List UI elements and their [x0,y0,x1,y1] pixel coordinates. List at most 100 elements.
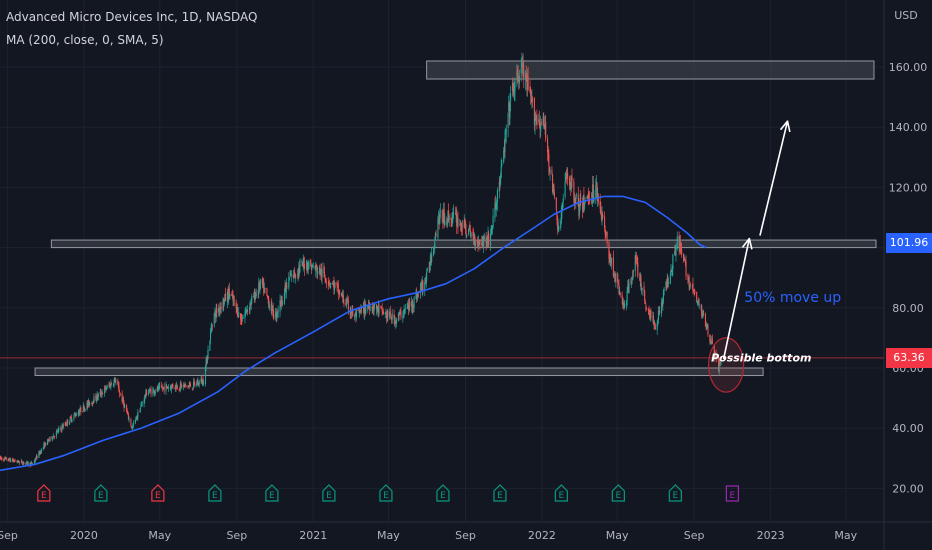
candle-body [325,281,327,283]
candle-body [372,306,374,310]
candle-body [578,205,581,215]
candle-body [466,234,468,237]
earnings-marker-shape [37,484,51,502]
earnings-marker-icon[interactable]: E [37,484,51,502]
candle-body [198,382,200,385]
candle-body [380,306,383,308]
candle-body [251,296,253,301]
candle-body [650,310,652,318]
candle-body [69,416,71,422]
candle-body [84,408,86,410]
candle-body [66,420,68,424]
candle-body [122,398,124,402]
candle-body [193,380,195,383]
candle-body [626,290,628,303]
candle-body [679,241,681,249]
time-tick-label: Sep [0,529,18,542]
candle-body [600,214,602,220]
time-tick-label: May [377,529,400,542]
candle-body [622,297,624,306]
candle-body [96,394,98,400]
candle-body [334,283,336,291]
candle-body [126,405,128,412]
candle-body [468,227,470,229]
candle-body [92,402,94,404]
candle-body [320,268,322,275]
candle-body [238,312,240,317]
candle-body [543,124,545,129]
earnings-marker-icon[interactable]: E [436,484,450,502]
candle-body [573,198,576,204]
candle-body [302,262,304,267]
candle-body [211,326,213,329]
candle-body [482,236,484,246]
candle-body [352,308,354,316]
candle-body [207,349,209,359]
candle-body [25,463,27,465]
candle-body [124,405,126,408]
candle-body [448,210,450,222]
candle-body [176,385,178,389]
candle-body [355,310,358,318]
candle-body [416,292,418,300]
earnings-marker-icon[interactable]: E [379,484,393,502]
earnings-marker-icon[interactable]: E [208,484,222,502]
candle-body [399,311,401,312]
candle-body [5,457,7,461]
candle-body [654,322,656,326]
candle-body [316,267,318,274]
candle-body [671,268,673,272]
earnings-marker-icon[interactable]: E [94,484,108,502]
candle-body [448,215,450,221]
earnings-marker-icon[interactable]: E [493,484,507,502]
candle-body [714,353,717,357]
price-axis[interactable]: USD20.0040.0060.0080.00100.00120.00140.0… [884,0,932,550]
candle-body [249,303,251,311]
candle-body [432,247,435,256]
candle-body [382,311,384,315]
candle-body [421,281,423,292]
candle-body [434,233,436,240]
candle-body [334,282,336,284]
candle-body [241,318,243,322]
candle-body [80,407,82,413]
time-tick-label: May [606,529,629,542]
earnings-marker-icon[interactable]: E [725,485,739,502]
candle-body [456,213,458,227]
candle-body [530,90,532,96]
candle-body [662,300,664,305]
candle-body [180,382,182,385]
candle-body [424,279,426,283]
candle-body [226,291,228,302]
candle-body [481,236,483,245]
time-tick-label: 2021 [299,529,327,542]
candle-body [571,176,573,182]
candle-body [57,430,59,433]
earnings-marker-icon[interactable]: E [322,484,336,502]
indicator-legend[interactable]: MA (200, close, 0, SMA, 5) [6,33,164,47]
earnings-marker-icon[interactable]: E [668,484,682,502]
time-tick-label: Sep [684,529,705,542]
candle-body [553,184,555,191]
candle-body [380,305,382,309]
earnings-marker-icon[interactable]: E [611,484,625,502]
candle-body [40,448,42,454]
candle-body [131,426,133,428]
candle-body [43,443,46,448]
candle-body [400,312,402,318]
candle-body [374,303,376,306]
candle-body [397,313,400,320]
earnings-marker-icon[interactable]: E [554,484,568,502]
candle-body [82,411,84,413]
time-tick-label: May [834,529,857,542]
earnings-marker-shape [725,485,739,502]
candle-body [0,456,2,459]
earnings-marker-icon[interactable]: E [265,484,279,502]
candle-body [132,423,134,427]
earnings-marker-icon[interactable]: E [151,484,165,502]
candle-body [617,282,619,284]
candle-body [146,389,148,395]
